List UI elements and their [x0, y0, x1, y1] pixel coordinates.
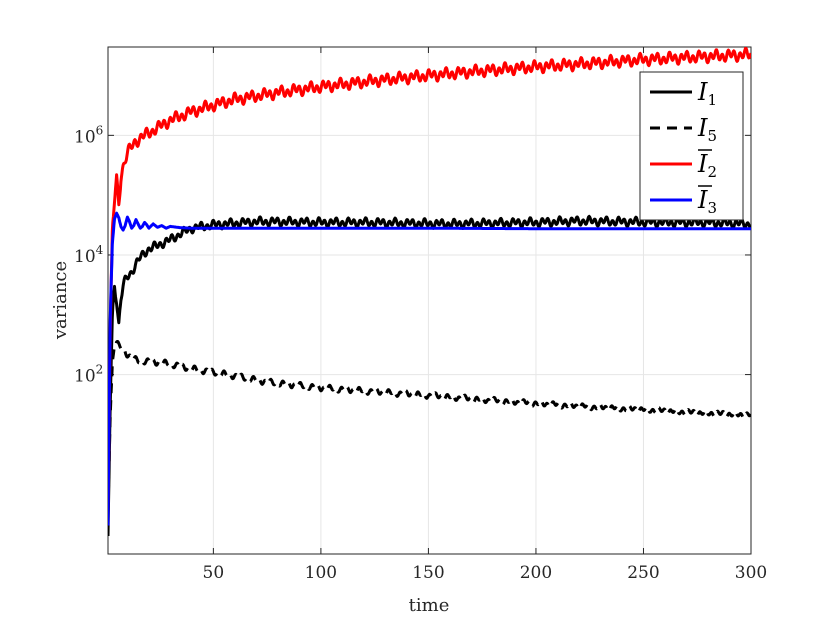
y-axis-label: variance [50, 261, 71, 340]
series-line-I5-1 [108, 340, 751, 513]
x-tick-label: 100 [305, 563, 337, 583]
series-lines [108, 47, 751, 537]
axes [107, 46, 752, 555]
legend-entry: I5 [697, 114, 717, 145]
legend: I1 I5 I2 I3 [639, 71, 744, 221]
series-line-2-2 [108, 47, 751, 513]
x-tick-label: 50 [203, 563, 225, 583]
legend-entry: I2 [697, 150, 717, 181]
x-tick-label: 150 [412, 563, 444, 583]
tick-labels: 50 100 150 200 250 300 102 104 106 [74, 123, 767, 583]
legend-box [639, 71, 744, 221]
x-tick-label: 300 [735, 563, 767, 583]
axes-box [107, 46, 752, 555]
y-tick-label: 106 [74, 123, 103, 147]
x-axis-label: time [409, 595, 450, 616]
legend-entry: I3 [697, 186, 717, 217]
y-tick-label: 102 [74, 363, 103, 387]
legend-entry: I1 [697, 78, 717, 109]
y-tick-label: 104 [74, 243, 104, 267]
series-line-I1-0 [108, 214, 751, 537]
series-line-3-3 [108, 211, 751, 526]
x-tick-label: 250 [627, 563, 659, 583]
x-tick-label: 200 [520, 563, 552, 583]
